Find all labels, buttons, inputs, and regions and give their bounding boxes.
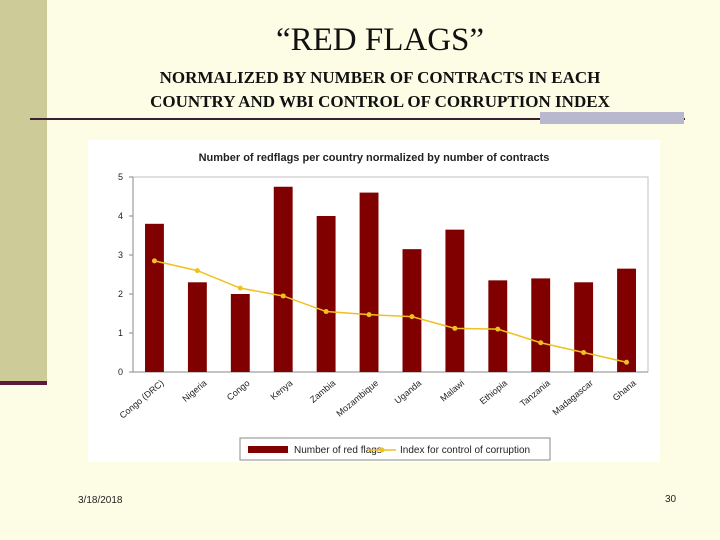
corruption-index-point <box>366 312 372 318</box>
plot-area <box>132 176 649 373</box>
bar <box>488 280 508 372</box>
x-tick-label: Malawi <box>438 378 466 404</box>
title-rule <box>30 118 685 120</box>
slide-subtitle: NORMALIZED BY NUMBER OF CONTRACTS IN EAC… <box>60 66 700 114</box>
bar <box>230 294 250 372</box>
redflags-chart: Number of redflags per country normalize… <box>118 152 649 461</box>
bar <box>359 192 379 372</box>
x-tick-label: Mozambique <box>334 378 380 419</box>
corruption-index-point <box>538 340 544 346</box>
corruption-index-point <box>323 309 329 315</box>
bar <box>402 249 422 372</box>
bar <box>316 216 336 372</box>
y-tick-label: 5 <box>118 172 123 182</box>
y-tick-label: 2 <box>118 289 123 299</box>
chart-frame: Number of redflags per country normalize… <box>88 140 660 462</box>
x-tick-label: Zambia <box>308 378 337 405</box>
chart-legend: Number of red flags Index for control of… <box>239 437 551 461</box>
bar <box>145 223 164 372</box>
corruption-index-point <box>409 314 415 320</box>
y-tick-label: 4 <box>118 211 123 221</box>
corruption-index-point <box>624 359 630 365</box>
x-tick-label: Congo <box>225 378 252 403</box>
plot-layer: 0 1 2 3 4 5 Congo (DRC) Nigeria Congo Kenya Zambia… <box>118 172 649 421</box>
corruption-index-point <box>495 326 501 332</box>
x-tick-label: Uganda <box>393 378 424 406</box>
left-decor-band-foot <box>0 381 47 385</box>
corruption-index-point <box>237 285 243 291</box>
corruption-index-point <box>194 268 200 274</box>
y-tick-label: 1 <box>118 328 123 338</box>
legend-box <box>239 437 551 461</box>
slide-subtitle-line-2: COUNTRY AND WBI CONTROL OF CORRUPTION IN… <box>150 92 610 111</box>
footer-page-number: 30 <box>665 494 677 505</box>
x-tick-label: Congo (DRC) <box>118 378 166 421</box>
x-tick-label: Ethiopia <box>478 378 509 407</box>
footer-date: 3/18/2018 <box>78 495 123 506</box>
bar <box>187 282 207 372</box>
bar <box>531 278 551 372</box>
bar <box>574 282 594 372</box>
legend-bar-swatch <box>248 446 288 453</box>
x-tick-label: Tanzania <box>518 378 552 409</box>
x-tick-label: Ghana <box>611 378 638 403</box>
corruption-index-point <box>581 350 587 355</box>
x-tick-label: Kenya <box>269 378 295 402</box>
legend-line-marker <box>379 447 385 453</box>
y-tick-label: 0 <box>118 367 123 377</box>
bar <box>617 268 636 372</box>
left-decor-band <box>0 0 47 384</box>
bar <box>273 186 293 372</box>
corruption-index-point <box>151 258 157 264</box>
legend-label-corruption-index: Index for control of corruption <box>400 445 530 456</box>
x-tick-label: Madagascar <box>551 378 595 417</box>
slide-title: “RED FLAGS” <box>275 22 485 58</box>
bar <box>445 229 465 372</box>
corruption-index-point <box>280 293 286 299</box>
slide-subtitle-line-1: NORMALIZED BY NUMBER OF CONTRACTS IN EAC… <box>159 68 601 87</box>
title-rule-accent <box>540 112 684 124</box>
corruption-index-line <box>154 260 627 363</box>
legend-label-red-flags: Number of red flags <box>294 445 382 456</box>
corruption-index-point <box>452 325 458 331</box>
chart-title: Number of redflags per country normalize… <box>199 152 550 164</box>
y-tick-label: 3 <box>118 250 123 260</box>
x-tick-label: Nigeria <box>180 378 208 404</box>
